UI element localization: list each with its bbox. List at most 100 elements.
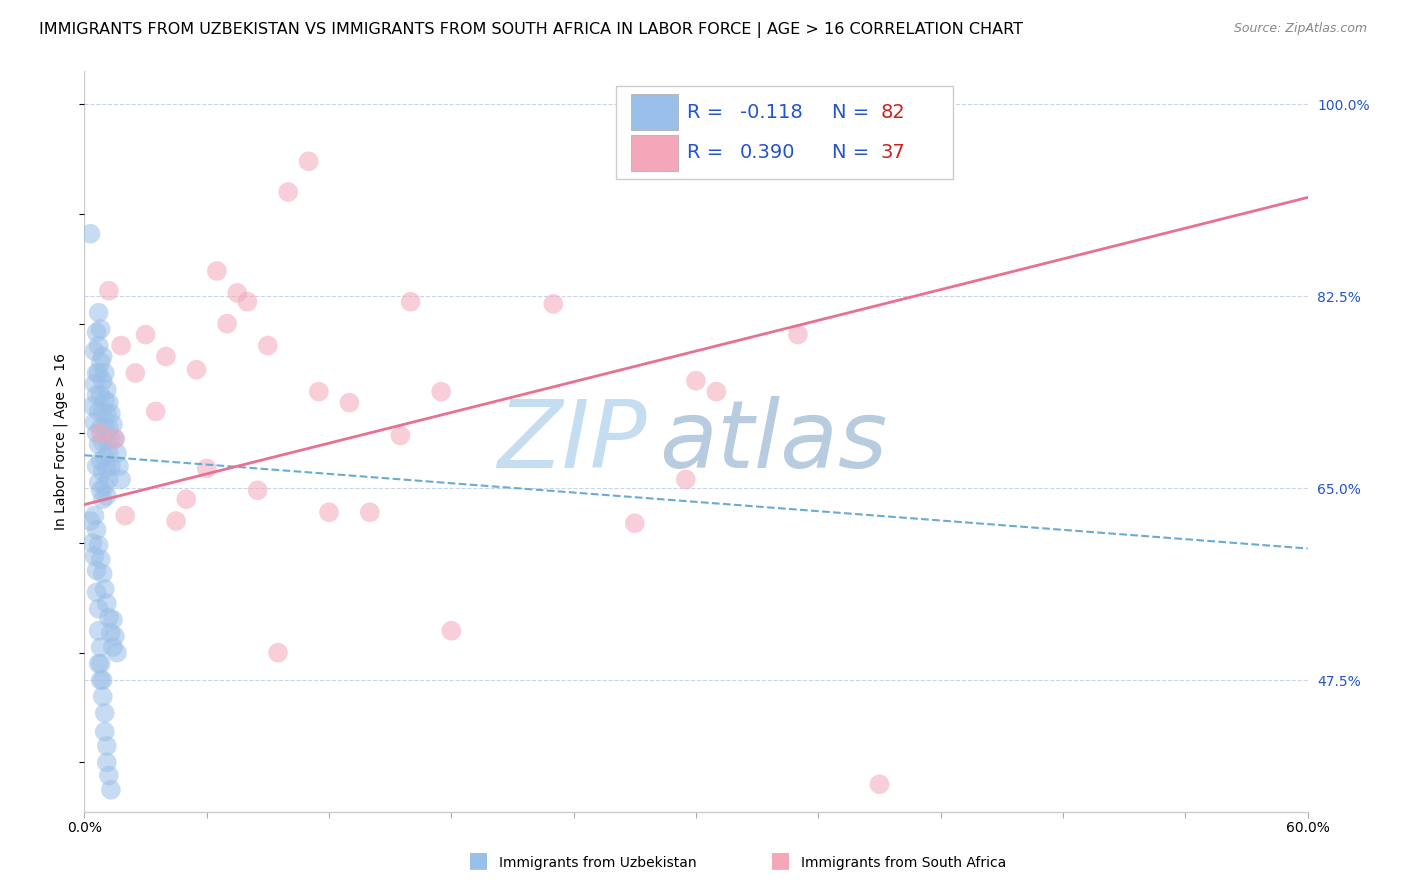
- FancyBboxPatch shape: [631, 95, 678, 130]
- Text: atlas: atlas: [659, 396, 887, 487]
- Point: [87, 657, 110, 671]
- Point: [226, 285, 249, 300]
- Point: [96, 739, 118, 753]
- Point: [87, 624, 110, 638]
- Text: IMMIGRANTS FROM UZBEKISTAN VS IMMIGRANTS FROM SOUTH AFRICA IN LABOR FORCE | AGE : IMMIGRANTS FROM UZBEKISTAN VS IMMIGRANTS…: [39, 22, 1024, 38]
- Point: [277, 185, 299, 199]
- Point: [97, 446, 120, 460]
- Point: [96, 383, 118, 397]
- Point: [91, 465, 114, 479]
- Point: [174, 492, 197, 507]
- Point: [91, 350, 114, 364]
- Point: [430, 384, 453, 399]
- Point: [86, 563, 108, 577]
- Point: [82, 399, 104, 413]
- Point: [86, 366, 108, 380]
- Point: [90, 657, 112, 671]
- Point: [97, 284, 120, 298]
- Point: [83, 344, 105, 359]
- Point: [86, 585, 108, 599]
- Point: [90, 454, 112, 468]
- Text: N =: N =: [832, 144, 876, 162]
- Point: [543, 297, 565, 311]
- Point: [186, 362, 208, 376]
- Point: [399, 294, 422, 309]
- Point: [97, 472, 120, 486]
- Point: [135, 327, 157, 342]
- Point: [87, 437, 110, 451]
- Text: 0.390: 0.390: [740, 144, 796, 162]
- Point: [87, 538, 110, 552]
- Point: [100, 626, 122, 640]
- Point: [97, 768, 120, 782]
- Point: [339, 395, 361, 409]
- Point: [257, 338, 280, 352]
- Text: R =: R =: [688, 103, 730, 121]
- Y-axis label: In Labor Force | Age > 16: In Labor Force | Age > 16: [53, 353, 69, 530]
- Point: [96, 489, 118, 503]
- Point: [359, 505, 381, 519]
- Point: [96, 461, 118, 475]
- Point: [236, 294, 259, 309]
- Point: [97, 395, 120, 409]
- Point: [105, 646, 128, 660]
- Point: [110, 338, 132, 352]
- Point: [104, 629, 127, 643]
- Point: [96, 756, 118, 770]
- Point: [87, 475, 110, 490]
- Text: 82: 82: [880, 103, 905, 121]
- FancyBboxPatch shape: [631, 135, 678, 170]
- Point: [685, 374, 707, 388]
- Text: 37: 37: [880, 144, 905, 162]
- Point: [96, 596, 118, 610]
- Point: [101, 640, 124, 655]
- Point: [93, 366, 115, 380]
- Point: [267, 646, 290, 660]
- Point: [93, 479, 115, 493]
- Point: [100, 407, 122, 421]
- Text: ■: ■: [770, 850, 790, 870]
- Point: [79, 514, 101, 528]
- Point: [90, 552, 112, 566]
- Point: [869, 777, 891, 791]
- Point: [318, 505, 340, 519]
- Point: [110, 472, 132, 486]
- Point: [100, 459, 122, 474]
- Point: [155, 350, 177, 364]
- Point: [90, 421, 112, 435]
- Point: [104, 432, 127, 446]
- Point: [93, 450, 115, 465]
- Point: [83, 549, 105, 563]
- Point: [91, 690, 114, 704]
- Point: [100, 432, 122, 446]
- Point: [124, 366, 146, 380]
- Point: [104, 432, 127, 446]
- Point: [82, 536, 104, 550]
- Point: [87, 306, 110, 320]
- Point: [90, 426, 112, 441]
- Point: [96, 434, 118, 448]
- Point: [91, 673, 114, 687]
- Point: [97, 610, 120, 624]
- Point: [86, 523, 108, 537]
- Point: [108, 459, 131, 474]
- Point: [86, 459, 108, 474]
- Point: [101, 417, 124, 432]
- Point: [205, 264, 228, 278]
- Text: R =: R =: [688, 144, 730, 162]
- Text: Immigrants from Uzbekistan: Immigrants from Uzbekistan: [499, 855, 697, 870]
- Point: [90, 483, 112, 498]
- Point: [87, 338, 110, 352]
- Point: [87, 602, 110, 616]
- Point: [97, 421, 120, 435]
- Point: [90, 355, 112, 369]
- FancyBboxPatch shape: [616, 87, 953, 178]
- Text: Source: ZipAtlas.com: Source: ZipAtlas.com: [1233, 22, 1367, 36]
- Point: [83, 508, 105, 523]
- Point: [93, 724, 115, 739]
- Point: [101, 613, 124, 627]
- Text: ZIP: ZIP: [498, 396, 647, 487]
- Point: [91, 566, 114, 581]
- Point: [86, 326, 108, 340]
- Point: [308, 384, 330, 399]
